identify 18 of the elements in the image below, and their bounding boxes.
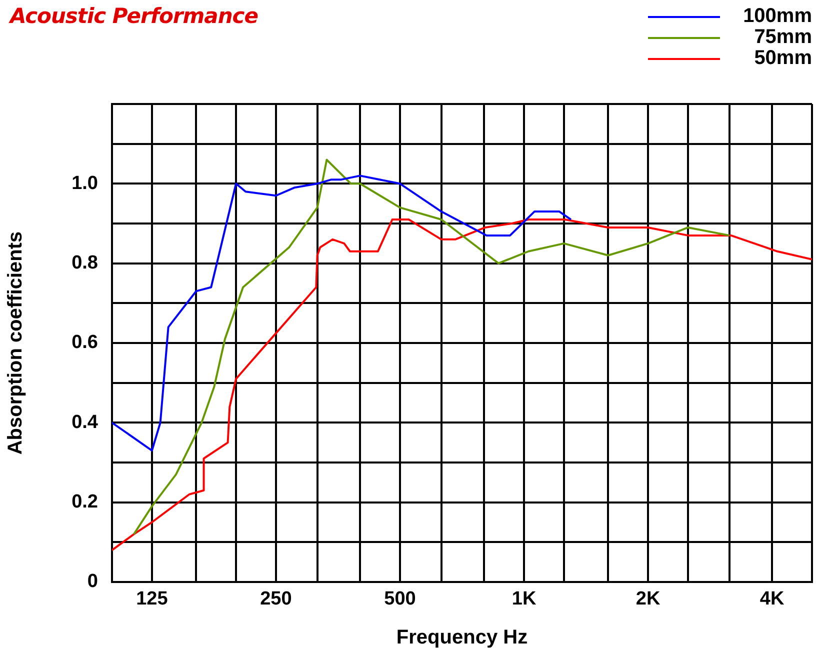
x-tick-label: 2K xyxy=(636,588,660,610)
y-tick-label: 0.4 xyxy=(72,412,98,433)
legend-label: 50mm xyxy=(753,47,812,70)
x-tick-label: 250 xyxy=(260,588,292,610)
y-tick-label: 0 xyxy=(87,571,98,592)
y-tick-label: 0.2 xyxy=(72,492,98,513)
y-axis-title: Absorption coefficients xyxy=(4,231,27,455)
y-tick-label: 1.0 xyxy=(72,172,98,194)
chart-title: Acoustic Performance xyxy=(10,4,258,28)
y-tick-label: 0.8 xyxy=(72,252,98,274)
x-tick-label: 4K xyxy=(760,588,784,610)
x-tick-label: 125 xyxy=(136,588,168,610)
y-tick-label: 0.6 xyxy=(72,332,98,354)
legend-label: 75mm xyxy=(753,26,812,49)
x-tick-label: 1K xyxy=(512,588,536,610)
x-tick-label: 500 xyxy=(384,588,416,610)
x-axis-title: Frequency Hz xyxy=(396,626,528,649)
legend-label: 100mm xyxy=(742,5,812,28)
